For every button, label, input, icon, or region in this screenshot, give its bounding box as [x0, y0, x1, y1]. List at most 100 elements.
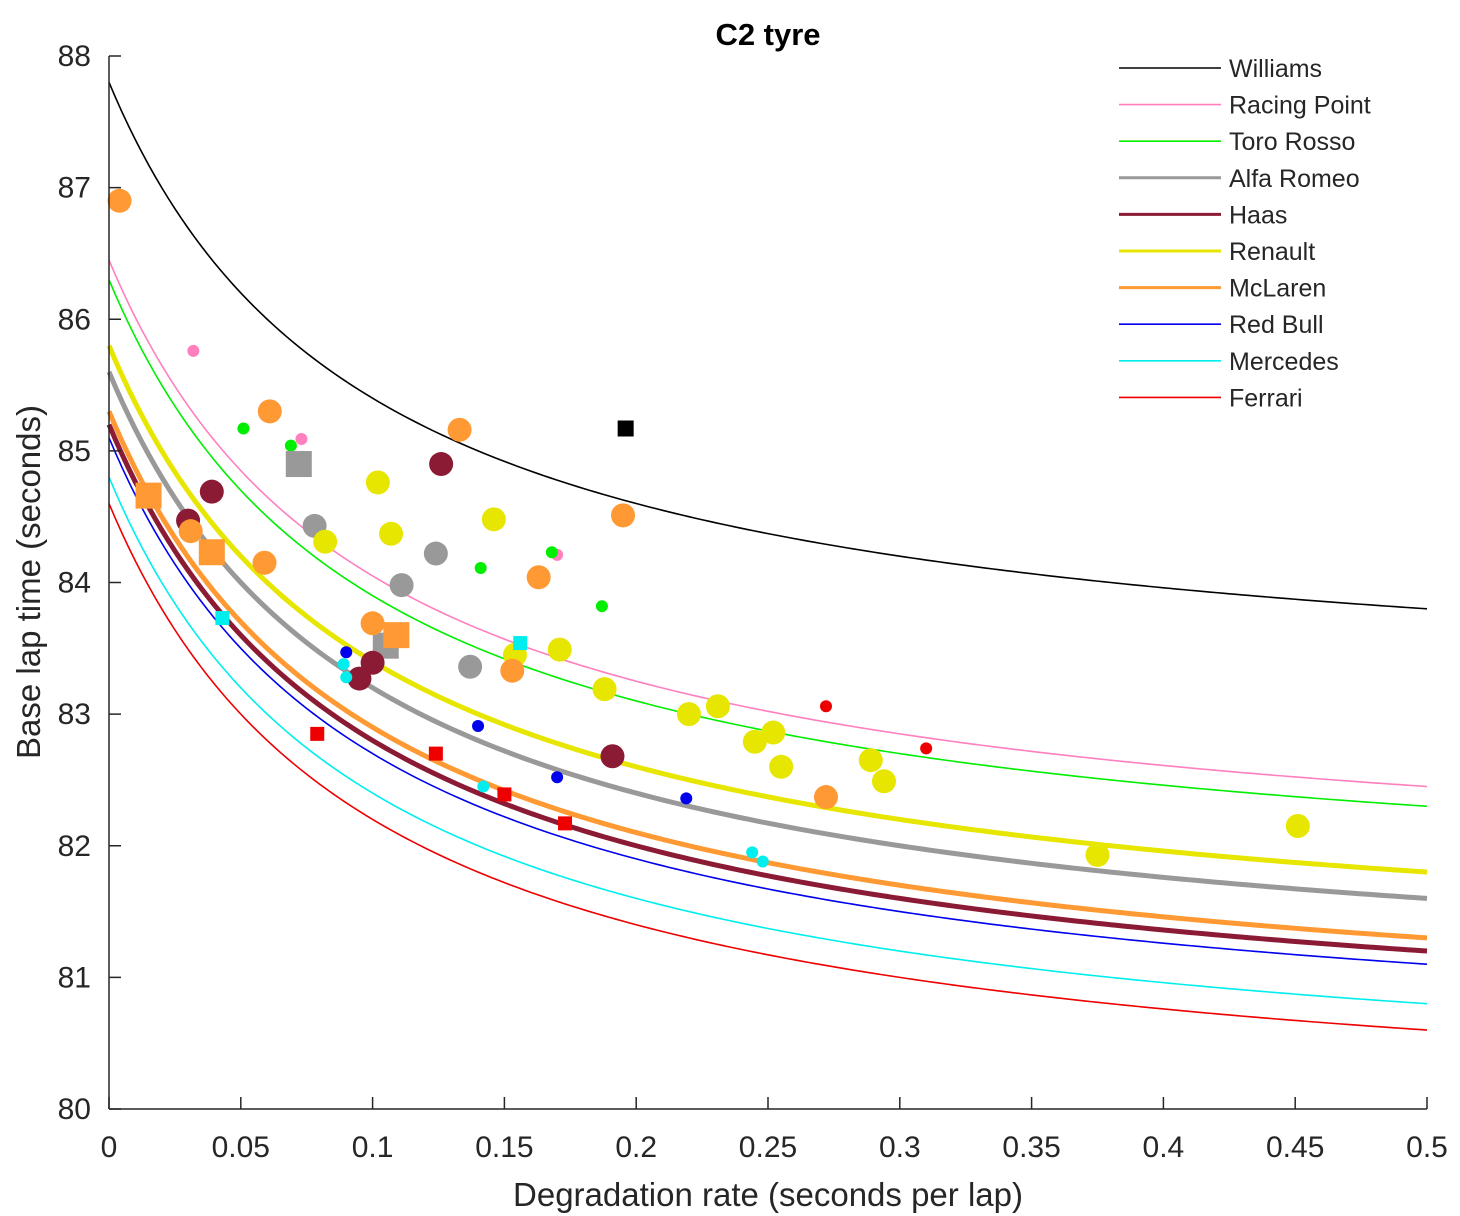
y-tick-label: 86	[58, 303, 91, 336]
legend-label-red-bull: Red Bull	[1229, 311, 1324, 339]
data-point-mclaren	[178, 519, 203, 544]
fit-curve-alfa-romeo	[106, 370, 1428, 901]
data-point-renault	[592, 677, 617, 702]
data-point-ferrari	[428, 746, 443, 761]
legend-label-williams: Williams	[1229, 55, 1322, 83]
data-point-renault	[1085, 842, 1110, 867]
data-point-mercedes	[746, 846, 759, 859]
data-point-mercedes	[513, 636, 528, 651]
data-point-renault	[871, 769, 896, 794]
data-point-toro-rosso	[474, 562, 487, 575]
data-point-mclaren	[198, 539, 225, 566]
data-point-toro-rosso	[284, 439, 297, 452]
data-point-mercedes	[477, 780, 490, 793]
fit-curve-red-bull	[108, 437, 1428, 966]
data-point-renault	[761, 720, 786, 745]
legend-label-haas: Haas	[1229, 201, 1287, 229]
data-point-renault	[676, 702, 701, 727]
data-point-ferrari	[497, 787, 512, 802]
fit-curve-williams	[108, 82, 1428, 610]
data-point-renault	[769, 754, 794, 779]
data-point-mclaren	[447, 417, 472, 442]
data-point-mclaren	[252, 550, 277, 575]
data-point-renault	[858, 748, 883, 773]
legend-label-alfa-romeo: Alfa Romeo	[1229, 165, 1360, 193]
y-tick-label: 88	[58, 40, 91, 73]
legend-label-renault: Renault	[1229, 238, 1315, 266]
data-point-haas	[347, 666, 372, 691]
fit-curve-renault	[106, 344, 1428, 875]
legend-label-ferrari: Ferrari	[1229, 384, 1303, 412]
legend-label-racing-point: Racing Point	[1229, 92, 1371, 120]
y-tick-label: 80	[58, 1093, 91, 1126]
y-ticks: 80 81 82 83 84 85 86 87 88	[58, 40, 121, 1126]
data-point-racing-point	[295, 433, 308, 446]
y-axis-label: Base lap time (seconds)	[10, 405, 47, 759]
data-point-mclaren	[107, 188, 132, 213]
data-point-mclaren	[526, 565, 551, 590]
data-point-renault	[547, 637, 572, 662]
data-point-mclaren	[611, 503, 636, 528]
data-point-red-bull	[472, 719, 485, 732]
y-tick-label: 84	[58, 567, 91, 600]
data-point-toro-rosso	[237, 422, 250, 435]
x-tick-label: 0.2	[615, 1131, 657, 1164]
data-point-renault	[1285, 814, 1310, 839]
data-point-red-bull	[680, 792, 693, 805]
data-point-red-bull	[551, 771, 564, 784]
data-point-mclaren	[813, 785, 838, 810]
data-point-mercedes	[756, 855, 769, 868]
data-point-ferrari	[558, 816, 573, 831]
data-point-haas	[429, 452, 454, 477]
data-point-mercedes	[340, 671, 353, 684]
data-point-renault	[313, 529, 338, 554]
x-tick-label: 0	[101, 1131, 118, 1164]
data-point-mercedes	[215, 611, 230, 626]
y-tick-label: 81	[58, 961, 91, 994]
chart-title: C2 tyre	[715, 17, 820, 52]
legend: Williams Racing Point Toro Rosso Alfa Romeo…	[1119, 55, 1371, 412]
x-tick-label: 0.35	[1002, 1131, 1060, 1164]
y-tick-label: 83	[58, 698, 91, 731]
data-point-alfa-romeo	[285, 451, 312, 478]
data-point-mclaren	[383, 622, 410, 649]
y-tick-label: 85	[58, 435, 91, 468]
legend-label-toro-rosso: Toro Rosso	[1229, 128, 1355, 156]
fit-curve-haas	[106, 423, 1428, 954]
x-tick-label: 0.4	[1143, 1131, 1185, 1164]
fit-curve-ferrari	[108, 503, 1428, 1031]
y-tick-label: 87	[58, 172, 91, 205]
data-point-mercedes	[337, 658, 350, 671]
data-point-renault	[705, 694, 730, 719]
data-point-racing-point	[187, 344, 200, 357]
data-point-mclaren	[500, 658, 525, 683]
y-tick-label: 82	[58, 830, 91, 863]
data-point-toro-rosso	[545, 546, 558, 559]
data-point-ferrari	[310, 726, 325, 741]
x-tick-label: 0.45	[1266, 1131, 1324, 1164]
x-tick-label: 0.05	[212, 1131, 270, 1164]
legend-label-mercedes: Mercedes	[1229, 348, 1339, 376]
x-axis-label: Degradation rate (seconds per lap)	[513, 1176, 1023, 1213]
data-point-haas	[199, 479, 224, 504]
x-tick-label: 0.15	[475, 1131, 533, 1164]
data-point-renault	[742, 729, 767, 754]
data-point-renault	[481, 507, 506, 532]
data-point-ferrari	[920, 742, 933, 755]
x-tick-label: 0.5	[1406, 1131, 1448, 1164]
data-point-red-bull	[340, 646, 353, 659]
legend-label-mclaren: McLaren	[1229, 275, 1326, 303]
data-point-ferrari	[819, 700, 832, 713]
data-point-mclaren	[257, 399, 282, 424]
data-point-renault	[365, 470, 390, 495]
fit-curve-mercedes	[108, 476, 1428, 1005]
x-tick-label: 0.25	[739, 1131, 797, 1164]
data-point-alfa-romeo	[458, 654, 483, 679]
data-point-toro-rosso	[595, 600, 608, 613]
x-ticks: 0 0.05 0.1 0.15 0.2 0.25 0.3 0.35 0.4 0.45 0.5	[101, 1097, 1448, 1164]
data-point-renault	[379, 521, 404, 546]
data-point-haas	[360, 650, 385, 675]
data-point-mclaren	[135, 482, 162, 509]
data-point-haas	[600, 744, 625, 769]
